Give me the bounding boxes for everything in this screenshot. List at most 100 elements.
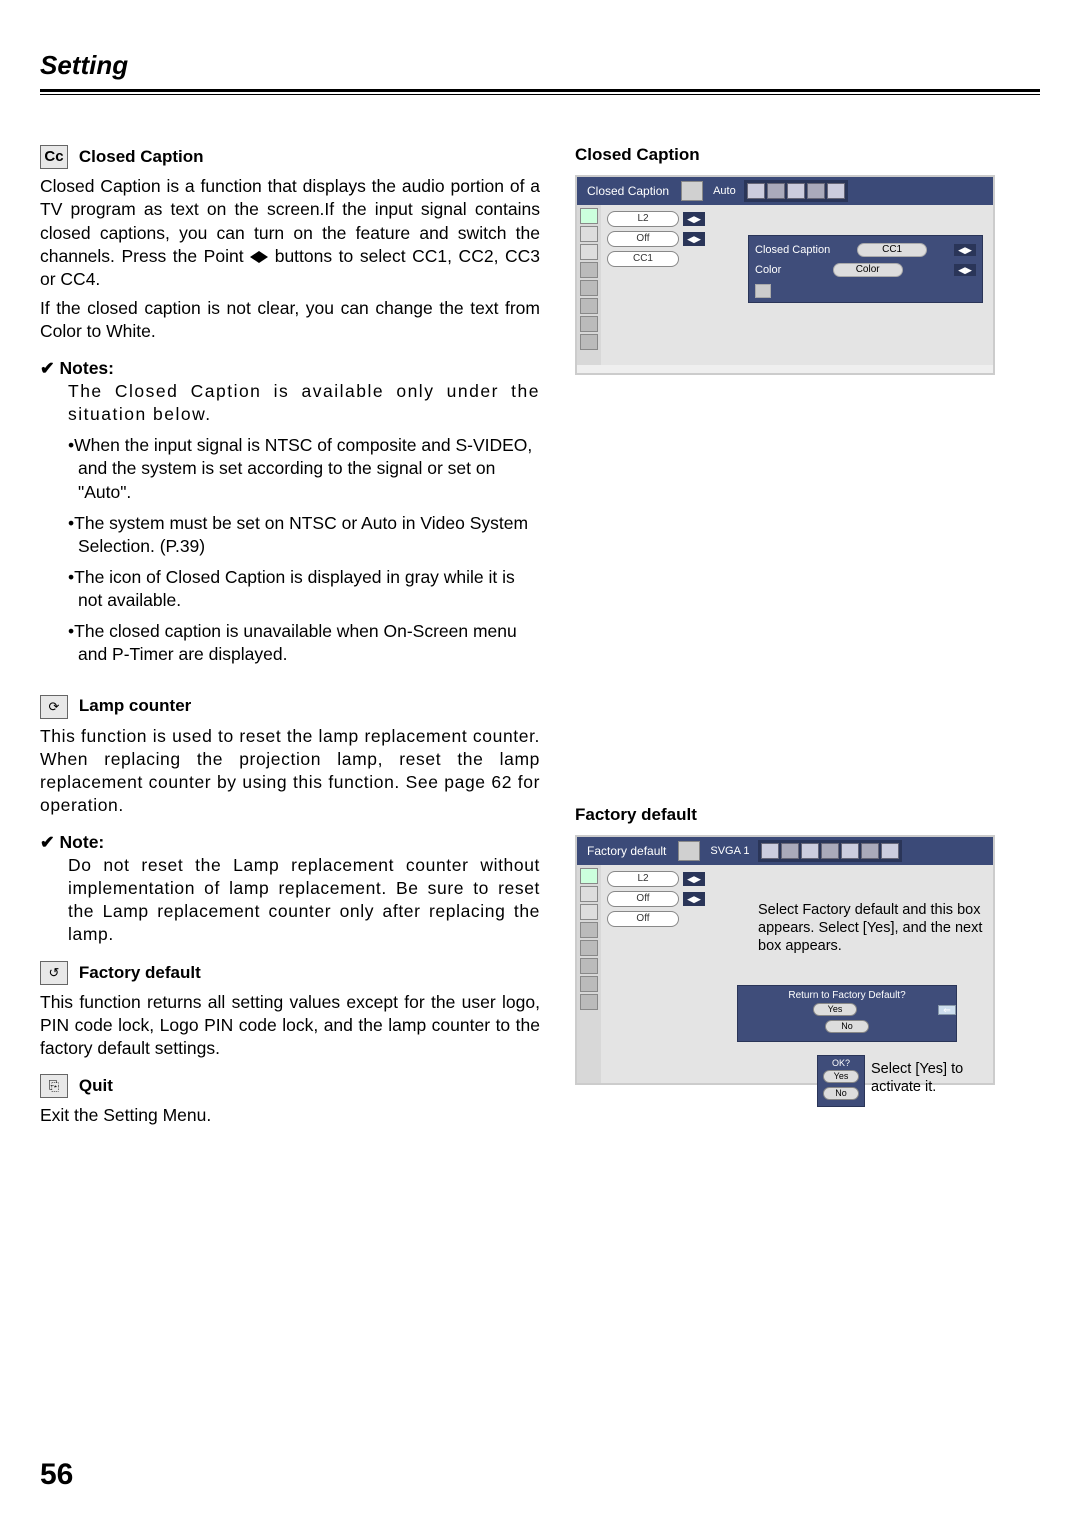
- no-button[interactable]: No: [823, 1087, 859, 1100]
- page-title: Setting: [40, 50, 1040, 81]
- arrows-icon: ◀▶: [683, 892, 705, 906]
- strip-icon: [881, 843, 899, 859]
- sidebar-icon: [580, 298, 598, 314]
- shot-mode: Auto: [705, 185, 744, 197]
- cc-para-2: If the closed caption is not clear, you …: [40, 297, 540, 343]
- cc-icon: Cc: [40, 145, 68, 169]
- page-number: 56: [40, 1458, 73, 1492]
- ok-label: OK?: [818, 1058, 864, 1068]
- shot-title: Closed Caption: [577, 184, 679, 198]
- popup-row: Closed Caption CC1 ◀▶: [755, 240, 976, 260]
- rule-thin: [40, 94, 1040, 95]
- shot-topbar: Factory default SVGA 1: [577, 837, 993, 865]
- popup-label: Color: [755, 264, 781, 276]
- lamp-heading: Lamp counter: [79, 695, 191, 717]
- sidebar-icon: [580, 922, 598, 938]
- cc-popup: Closed Caption CC1 ◀▶ Color Color ◀▶: [748, 235, 983, 303]
- sidebar-icon: [580, 868, 598, 884]
- popup-close-icon: [755, 284, 771, 298]
- sidebar-icon: [580, 244, 598, 260]
- popup-value: Color: [833, 263, 903, 277]
- opt-pill: Off: [607, 891, 679, 907]
- opt-pill: L2: [607, 871, 679, 887]
- arrows-icon: ◀▶: [683, 212, 705, 226]
- strip-icon: [841, 843, 859, 859]
- strip-icon: [767, 183, 785, 199]
- opt-pill: Off: [607, 911, 679, 927]
- opt-row: L2 ◀▶: [607, 871, 987, 887]
- sidebar-icon: [580, 280, 598, 296]
- shot-main: L2 ◀▶ Off ◀▶ Off Select Factory default an…: [601, 865, 993, 1083]
- quit-icon: ⎘: [40, 1074, 68, 1098]
- shot-body: L2◀▶ Off ◀▶ CC1 Closed Caption CC1 ◀▶ Col…: [577, 205, 993, 365]
- strip-icon: [821, 843, 839, 859]
- point-right-icon: [259, 251, 268, 263]
- factory-icon: ↺: [40, 961, 68, 985]
- point-left-icon: [250, 251, 259, 263]
- sidebar-icon: [580, 262, 598, 278]
- strip-icon: [747, 183, 765, 199]
- left-column: Cc Closed Caption Closed Caption is a fu…: [40, 145, 540, 1135]
- shot-title: Factory default: [577, 844, 676, 858]
- factory-default-section: ↺ Factory default This function returns …: [40, 960, 540, 1060]
- strip-icon: [861, 843, 879, 859]
- cc-bullet-1: •When the input signal is NTSC of compos…: [78, 434, 540, 503]
- cc-notes-intro: The Closed Caption is available only und…: [68, 380, 540, 426]
- arrows-icon: ◀▶: [683, 872, 705, 886]
- right-column: Closed Caption Closed Caption Auto: [575, 145, 1015, 1135]
- shot-mode: SVGA 1: [702, 845, 757, 857]
- cc-bullet-4: •The closed caption is unavailable when …: [78, 620, 540, 666]
- shot-topbar: Closed Caption Auto: [577, 177, 993, 205]
- opt-pill: Off: [607, 231, 679, 247]
- yes-button[interactable]: Yes: [813, 1003, 857, 1016]
- cc-bullet-3: •The icon of Closed Caption is displayed…: [78, 566, 540, 612]
- closed-caption-heading: Closed Caption: [79, 146, 204, 168]
- closed-caption-section: Cc Closed Caption Closed Caption is a fu…: [40, 145, 540, 666]
- strip-icon: [781, 843, 799, 859]
- pointer-icon: ⇐: [938, 1005, 956, 1015]
- sidebar-icon: [580, 226, 598, 242]
- shot-sidebar: [577, 205, 601, 365]
- sidebar-icon: [580, 940, 598, 956]
- opt-row: L2◀▶: [607, 211, 987, 227]
- opt-pill: CC1: [607, 251, 679, 267]
- lamp-counter-section: ⟳ Lamp counter This function is used to …: [40, 694, 540, 946]
- strip-icon: [787, 183, 805, 199]
- quit-para: Exit the Setting Menu.: [40, 1104, 540, 1127]
- fd-annotation-1: Select Factory default and this box appe…: [758, 901, 983, 955]
- factory-heading: Factory default: [79, 962, 201, 984]
- check-icon: ✔: [40, 832, 55, 852]
- shot-tab-icon: [678, 841, 700, 861]
- lamp-para: This function is used to reset the lamp …: [40, 725, 540, 817]
- fd-annotation-2: Select [Yes] to activate it.: [871, 1060, 983, 1096]
- strip-icon: [801, 843, 819, 859]
- shot-main: L2◀▶ Off ◀▶ CC1 Closed Caption CC1 ◀▶ Col…: [601, 205, 993, 365]
- sidebar-icon: [580, 958, 598, 974]
- quit-section: ⎘ Quit Exit the Setting Menu.: [40, 1074, 540, 1127]
- strip-icon: [807, 183, 825, 199]
- cc-shot: Closed Caption Auto: [575, 175, 995, 375]
- quit-heading: Quit: [79, 1075, 113, 1097]
- sidebar-icon: [580, 994, 598, 1010]
- cc-notes-head: ✔ Notes:: [40, 357, 540, 380]
- sidebar-icon: [580, 208, 598, 224]
- rule-thick: [40, 89, 1040, 92]
- cc-para-1: Closed Caption is a function that displa…: [40, 175, 540, 290]
- popup-row: Color Color ◀▶: [755, 260, 976, 280]
- popup-value: CC1: [857, 243, 927, 257]
- arrows-icon: ◀▶: [954, 244, 976, 256]
- shot-iconstrip: [758, 840, 902, 862]
- strip-icon: [761, 843, 779, 859]
- strip-icon: [827, 183, 845, 199]
- sidebar-icon: [580, 904, 598, 920]
- arrows-icon: ◀▶: [954, 264, 976, 276]
- lamp-note-head: ✔ Note:: [40, 831, 540, 854]
- yes-button[interactable]: Yes: [823, 1070, 859, 1083]
- check-icon: ✔: [40, 358, 55, 378]
- fd-shot: Factory default SVGA 1: [575, 835, 995, 1085]
- cc-shot-heading: Closed Caption: [575, 145, 1015, 165]
- sidebar-icon: [580, 976, 598, 992]
- no-button[interactable]: No: [825, 1020, 869, 1033]
- lamp-note-body: Do not reset the Lamp replacement counte…: [68, 854, 540, 946]
- popup-label: Closed Caption: [755, 244, 830, 256]
